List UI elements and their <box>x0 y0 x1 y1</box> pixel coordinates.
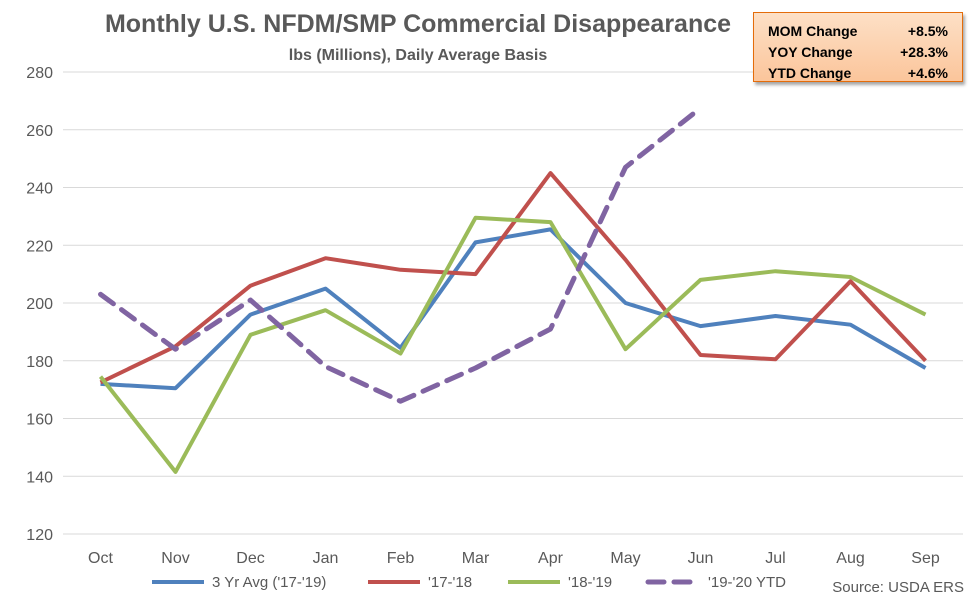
y-tick-label: 120 <box>26 527 53 544</box>
stat-value: +28.3% <box>900 44 948 60</box>
legend-label: 3 Yr Avg ('17-'19) <box>212 574 326 591</box>
x-tick-label: Jun <box>688 550 714 567</box>
y-tick-label: 220 <box>26 238 53 255</box>
x-tick-label: Apr <box>538 550 564 567</box>
x-tick-label: Nov <box>161 550 189 567</box>
x-tick-label: Feb <box>387 550 415 567</box>
stat-row-yoy: YOY Change +28.3% <box>768 42 948 63</box>
series-line-1 <box>99 171 927 385</box>
legend-label: '18-'19 <box>568 574 612 591</box>
source-note: Source: USDA ERS <box>832 579 964 596</box>
stat-label: MOM Change <box>768 23 858 39</box>
legend: 3 Yr Avg ('17-'19) '17-'18 '18-'19 '19-'20 … <box>152 574 786 591</box>
y-tick-label: 140 <box>26 469 53 486</box>
stat-row-mom: MOM Change +8.5% <box>768 21 948 42</box>
y-tick-label: 160 <box>26 412 53 429</box>
legend-label: '19-'20 YTD <box>708 574 786 591</box>
x-axis-ticks: Oct Nov Dec Jan Feb Mar Apr May Jun Jul Aug Sep <box>88 550 940 567</box>
stat-label: YTD Change <box>768 65 852 81</box>
x-tick-label: Oct <box>88 550 113 567</box>
series-lines <box>98 105 927 474</box>
x-tick-label: May <box>610 550 640 567</box>
x-tick-label: Jul <box>765 550 785 567</box>
y-tick-label: 240 <box>26 181 53 198</box>
legend-label: '17-'18 <box>428 574 472 591</box>
y-tick-label: 280 <box>26 65 53 82</box>
x-tick-label: Sep <box>911 550 940 567</box>
series-line-0 <box>100 227 927 391</box>
gridlines <box>63 71 963 535</box>
y-tick-label: 200 <box>26 296 53 313</box>
chart-subtitle: lbs (Millions), Daily Average Basis <box>289 47 548 64</box>
stats-box: MOM Change +8.5% YOY Change +28.3% YTD C… <box>753 12 963 82</box>
chart-title: Monthly U.S. NFDM/SMP Commercial Disappe… <box>105 10 731 38</box>
stat-label: YOY Change <box>768 44 853 60</box>
series-line-3 <box>98 105 703 404</box>
stat-value: +8.5% <box>907 23 948 39</box>
y-axis-ticks: 120 140 160 180 200 220 240 260 280 <box>26 65 53 544</box>
x-tick-label: Dec <box>236 550 264 567</box>
x-tick-label: Mar <box>462 550 490 567</box>
stat-value: +4.6% <box>907 65 948 81</box>
y-tick-label: 260 <box>26 123 53 140</box>
series-line-2 <box>98 215 927 474</box>
stat-row-ytd: YTD Change +4.6% <box>768 63 948 84</box>
x-tick-label: Aug <box>836 550 864 567</box>
x-tick-label: Jan <box>313 550 339 567</box>
y-tick-label: 180 <box>26 354 53 371</box>
